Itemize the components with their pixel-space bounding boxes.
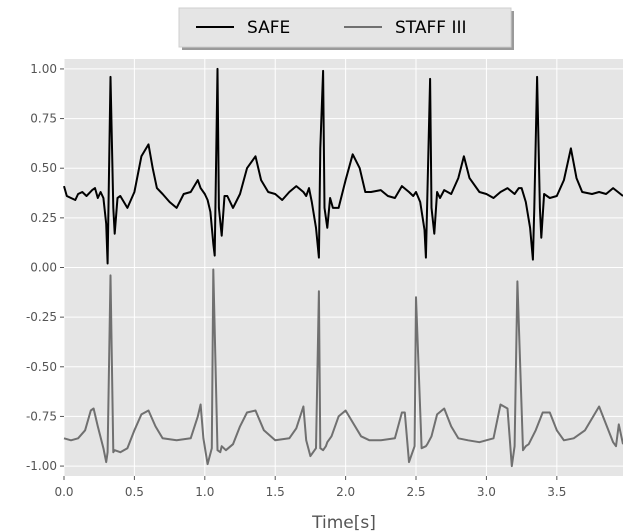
x-axis: 0.0 0.5 1.0 1.5 2.0 2.5 3.0 3.5 [54,476,566,499]
x-tick-label: 3.0 [477,485,496,499]
x-tick-label: 3.5 [547,485,566,499]
grid-lines [63,59,623,476]
x-tick-label: 0.0 [54,485,73,499]
y-tick-label: -0.75 [26,409,57,423]
y-tick-label: 0.75 [30,112,57,126]
series-line-staff-iii [63,268,623,468]
y-tick-label: 0.00 [30,261,57,275]
y-tick-label: -0.25 [26,310,57,324]
series-layer [63,67,623,468]
x-axis-title: Time[s] [311,513,376,531]
x-tick-label: 2.5 [406,485,425,499]
y-axis: 1.00 0.75 0.50 0.25 0.00 -0.25 -0.50 -0.75 -1.00 [26,62,64,473]
y-tick-label: -0.50 [26,360,57,374]
x-tick-label: 2.0 [336,485,355,499]
y-tick-label: -1.00 [26,459,57,473]
x-tick-label: 0.5 [125,485,144,499]
y-tick-label: 0.25 [30,211,57,225]
y-tick-label: 1.00 [30,62,57,76]
legend: SAFE STAFF III [178,7,514,50]
y-tick-label: 0.50 [30,161,57,175]
legend-label-staff-iii: STAFF III [395,18,467,38]
series-line-safe [63,67,623,265]
x-tick-label: 1.5 [266,485,285,499]
x-tick-label: 1.0 [195,485,214,499]
legend-label-safe: SAFE [247,18,290,38]
